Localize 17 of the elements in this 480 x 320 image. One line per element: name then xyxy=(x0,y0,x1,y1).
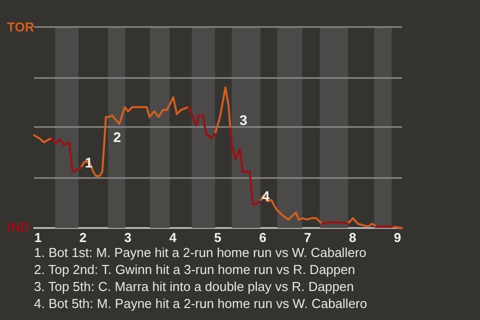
x-tick-label: 2 xyxy=(79,230,87,245)
text: 1. Bot 1st: M. Payne hit a 2-run home run vs W. Caballero xyxy=(34,244,368,261)
x-tick-label: 1 xyxy=(34,230,42,245)
x-tick-label: 7 xyxy=(304,230,312,245)
annotation: 2 xyxy=(113,129,122,146)
text: 4. Bot 5th: M. Payne hit a 2-run home run vs W. Caballero xyxy=(34,295,368,312)
text: 2. Top 2nd: T. Gwinn hit a 3-run home run vs R. Dappen xyxy=(34,261,356,278)
x-tick-label: 4 xyxy=(169,230,178,245)
x-tick-label: 8 xyxy=(348,230,356,245)
x-tick-label: 3 xyxy=(124,230,132,245)
annotation: 3 xyxy=(239,112,248,128)
x-tick-label: 5 xyxy=(214,230,222,245)
x-tick-label: 6 xyxy=(259,230,266,245)
text: TOR xyxy=(7,20,35,34)
text: IND xyxy=(7,220,30,234)
text: 3. Top 5th: C. Marra hit into a double play vs R. Dappen xyxy=(34,278,355,295)
x-tick-label: 9 xyxy=(394,230,402,245)
